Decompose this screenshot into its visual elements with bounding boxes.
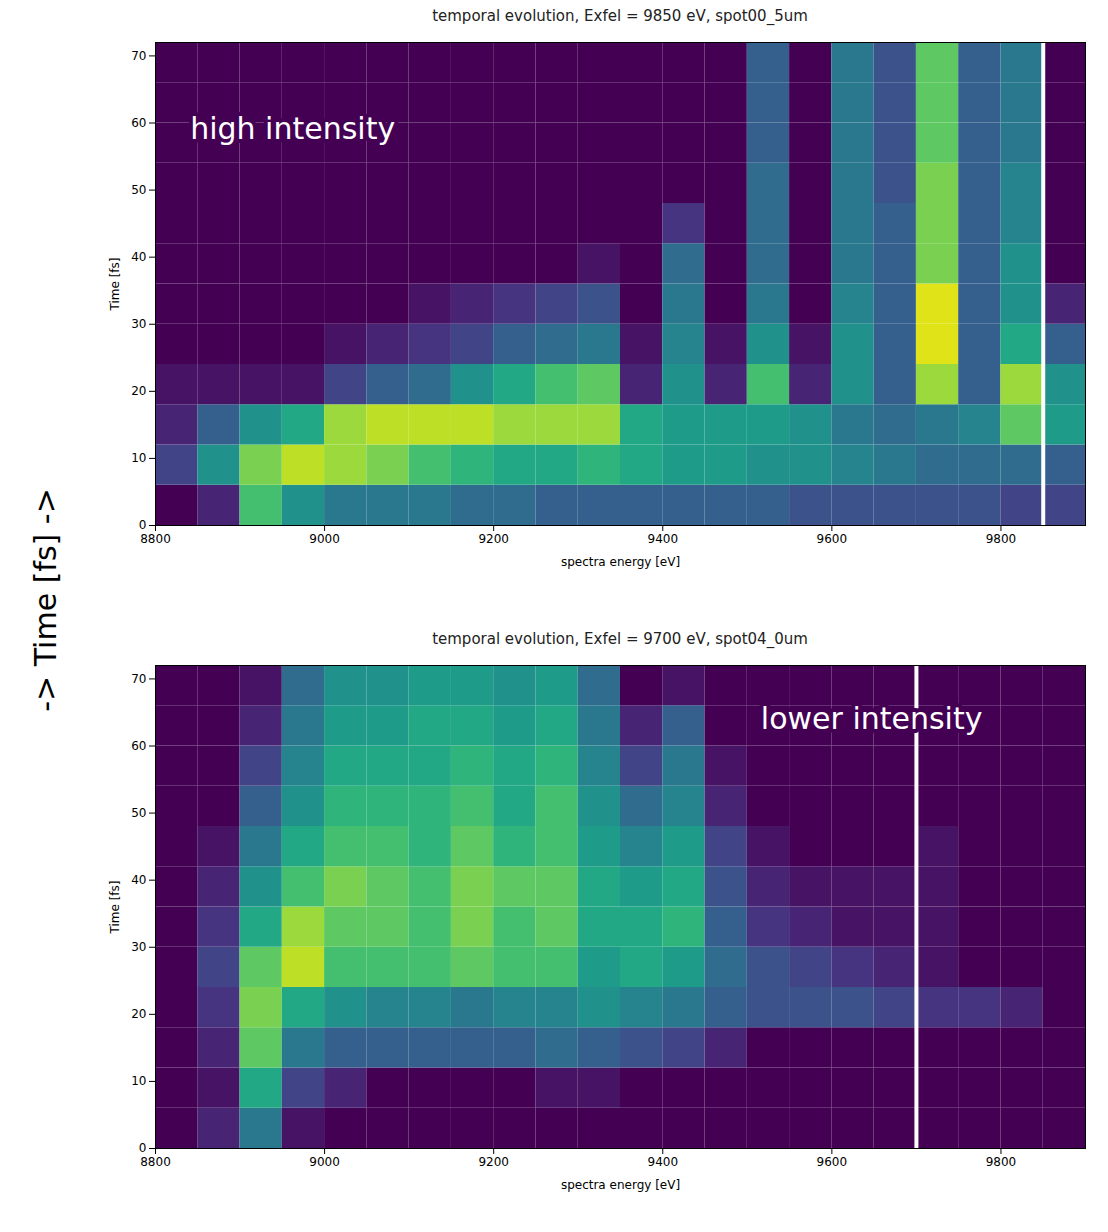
svg-text:8800: 8800 [140, 532, 171, 546]
svg-text:high intensity: high intensity [190, 111, 395, 146]
html-text:temporal evolution, Exfel = 97: temporal evolution, Exfel = 9700 eV, spo… [432, 630, 808, 648]
svg-text:70: 70 [131, 672, 146, 686]
svg-text:9600: 9600 [817, 1155, 848, 1169]
svg-text:9400: 9400 [647, 1155, 678, 1169]
svg-text:spectra energy [eV]: spectra energy [eV] [561, 555, 680, 569]
svg-text:30: 30 [131, 940, 146, 954]
svg-text:40: 40 [131, 873, 146, 887]
svg-text:9800: 9800 [986, 1155, 1017, 1169]
svg-text:0: 0 [139, 1141, 147, 1155]
svg-text:50: 50 [131, 183, 146, 197]
svg-text:50: 50 [131, 806, 146, 820]
svg-text:9000: 9000 [309, 532, 340, 546]
svg-text:20: 20 [131, 1007, 146, 1021]
svg-text:60: 60 [131, 739, 146, 753]
svg-text:lower intensity: lower intensity [761, 701, 983, 736]
svg-text:10: 10 [131, 451, 146, 465]
svg-text:40: 40 [131, 250, 146, 264]
svg-text:Time [fs]: Time [fs] [108, 257, 122, 311]
html-text:temporal evolution, Exfel = 98: temporal evolution, Exfel = 9850 eV, spo… [432, 7, 808, 25]
svg-text:8800: 8800 [140, 1155, 171, 1169]
svg-text:Time [fs]: Time [fs] [108, 880, 122, 934]
svg-text:9800: 9800 [986, 532, 1017, 546]
svg-text:70: 70 [131, 49, 146, 63]
svg-text:9000: 9000 [309, 1155, 340, 1169]
svg-text:0: 0 [139, 518, 147, 532]
svg-text:9200: 9200 [478, 532, 509, 546]
svg-text:spectra energy [eV]: spectra energy [eV] [561, 1178, 680, 1192]
svg-text:20: 20 [131, 384, 146, 398]
svg-text:9600: 9600 [817, 532, 848, 546]
svg-text:10: 10 [131, 1074, 146, 1088]
html-text:-> Time [fs] ->: -> Time [fs] -> [27, 488, 63, 712]
svg-text:9400: 9400 [647, 532, 678, 546]
svg-text:60: 60 [131, 116, 146, 130]
svg-text:30: 30 [131, 317, 146, 331]
svg-text:9200: 9200 [478, 1155, 509, 1169]
